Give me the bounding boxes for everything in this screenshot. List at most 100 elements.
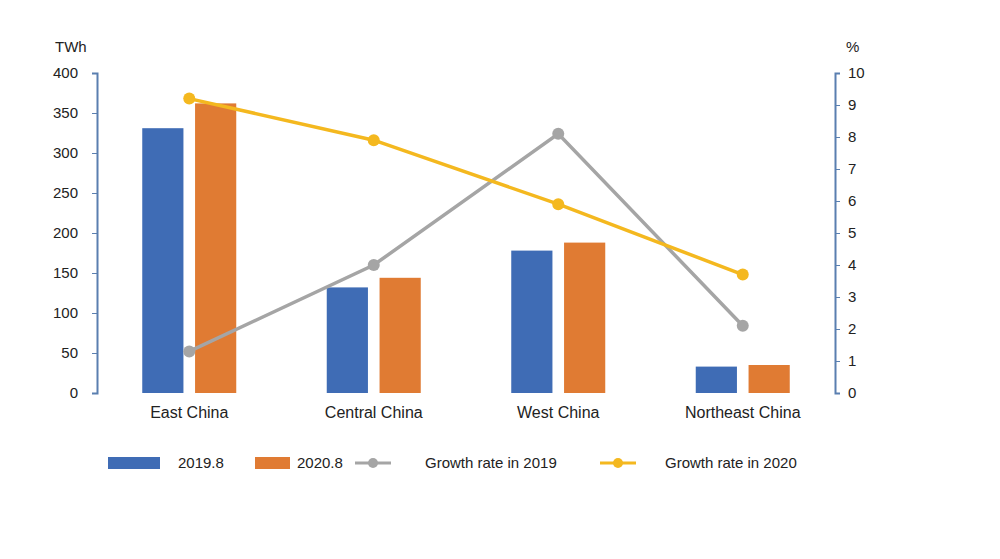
y2-tick-mark bbox=[835, 105, 840, 106]
marker bbox=[552, 198, 564, 210]
y2-tick-label: 5 bbox=[848, 224, 856, 241]
marker bbox=[183, 345, 195, 357]
y-tick-label: 100 bbox=[53, 304, 78, 321]
marker-series bbox=[183, 128, 749, 358]
x-axis: East China Central China West China Northea… bbox=[98, 393, 836, 421]
y-tick: 100 bbox=[53, 304, 97, 321]
y-tick: 250 bbox=[53, 184, 97, 201]
bar bbox=[511, 251, 552, 393]
y2-tick: 5 bbox=[835, 224, 856, 241]
y-tick: 50 bbox=[61, 344, 97, 361]
y2-tick-label: 3 bbox=[848, 288, 856, 305]
bar bbox=[142, 128, 183, 393]
y-tick-mark bbox=[92, 193, 97, 194]
y2-tick-mark bbox=[835, 137, 840, 138]
y-tick-label: 350 bbox=[53, 104, 78, 121]
y-tick-mark bbox=[92, 353, 97, 354]
y-tick: 150 bbox=[53, 264, 97, 281]
x-tick-label: East China bbox=[150, 404, 228, 421]
y2-tick: 9 bbox=[835, 96, 856, 113]
legend-marker bbox=[368, 458, 378, 468]
y2-tick-label: 10 bbox=[848, 64, 865, 81]
y-tick-mark bbox=[92, 273, 97, 274]
y2-tick: 7 bbox=[835, 160, 856, 177]
y2-tick-mark bbox=[835, 265, 840, 266]
legend-label: Growth rate in 2020 bbox=[665, 454, 797, 471]
y2-tick-mark bbox=[835, 361, 840, 362]
legend-marker bbox=[613, 458, 623, 468]
y-tick-mark bbox=[92, 393, 97, 394]
y-tick-label: 150 bbox=[53, 264, 78, 281]
marker-series bbox=[183, 93, 749, 281]
y2-tick-label: 8 bbox=[848, 128, 856, 145]
y-tick-label: 300 bbox=[53, 144, 78, 161]
y2-axis-title: % bbox=[846, 38, 859, 55]
y-axis-title: TWh bbox=[55, 38, 87, 55]
marker bbox=[368, 134, 380, 146]
line bbox=[189, 99, 743, 275]
legend-label: 2019.8 bbox=[178, 454, 224, 471]
y2-tick-mark bbox=[835, 393, 840, 394]
x-tick-label: Central China bbox=[325, 404, 423, 421]
bar bbox=[749, 365, 790, 393]
marker bbox=[552, 128, 564, 140]
y-tick-label: 400 bbox=[53, 64, 78, 81]
y2-axis-line bbox=[836, 74, 841, 394]
chart: 0 50 100 150 200 250 300 350 400 0 1 2 3 4 5 6 7 8 9 10 East… bbox=[0, 0, 1000, 559]
y-tick-mark bbox=[92, 313, 97, 314]
y2-tick-label: 0 bbox=[848, 384, 856, 401]
legend-label: 2020.8 bbox=[297, 454, 343, 471]
x-axis-line bbox=[98, 393, 836, 394]
bar bbox=[380, 278, 421, 393]
y2-tick-label: 2 bbox=[848, 320, 856, 337]
x-tick: West China bbox=[517, 393, 600, 421]
bar bbox=[564, 243, 605, 393]
y2-tick-label: 9 bbox=[848, 96, 856, 113]
x-tick: Northeast China bbox=[685, 393, 801, 421]
x-tick-label: West China bbox=[517, 404, 600, 421]
y-tick-label: 200 bbox=[53, 224, 78, 241]
y-tick-mark bbox=[92, 73, 97, 74]
y2-tick-label: 4 bbox=[848, 256, 856, 273]
bar bbox=[327, 287, 368, 393]
y2-tick: 10 bbox=[835, 64, 865, 81]
y2-tick: 8 bbox=[835, 128, 856, 145]
y2-tick: 1 bbox=[835, 352, 856, 369]
y2-axis: 0 1 2 3 4 5 6 7 8 9 10 bbox=[835, 64, 865, 401]
legend-symbol bbox=[255, 457, 290, 469]
marker bbox=[737, 269, 749, 281]
y2-tick-label: 7 bbox=[848, 160, 856, 177]
x-tick: Central China bbox=[325, 393, 423, 421]
y2-tick: 6 bbox=[835, 192, 856, 209]
y2-tick-mark bbox=[835, 297, 840, 298]
y-tick: 200 bbox=[53, 224, 97, 241]
y-tick-label: 50 bbox=[61, 344, 78, 361]
y-tick-mark bbox=[92, 233, 97, 234]
x-tick: East China bbox=[150, 393, 228, 421]
y2-tick: 0 bbox=[835, 384, 856, 401]
x-tick-label: Northeast China bbox=[685, 404, 801, 421]
y2-tick: 4 bbox=[835, 256, 856, 273]
y2-tick-mark bbox=[835, 329, 840, 330]
y-tick: 400 bbox=[53, 64, 97, 81]
marker bbox=[737, 320, 749, 332]
y2-tick-mark bbox=[835, 201, 840, 202]
y2-tick-label: 1 bbox=[848, 352, 856, 369]
marker bbox=[183, 93, 195, 105]
y2-tick-mark bbox=[835, 169, 840, 170]
y-tick-label: 0 bbox=[70, 384, 78, 401]
legend-symbol bbox=[108, 457, 160, 469]
bar bbox=[195, 103, 236, 393]
marker bbox=[368, 259, 380, 271]
legend: 2019.82020.8Growth rate in 2019Growth ra… bbox=[108, 454, 797, 471]
y-tick-label: 250 bbox=[53, 184, 78, 201]
y-tick: 350 bbox=[53, 104, 97, 121]
y2-tick-label: 6 bbox=[848, 192, 856, 209]
bar bbox=[696, 367, 737, 393]
y2-tick-mark bbox=[835, 233, 840, 234]
y-tick: 300 bbox=[53, 144, 97, 161]
y-axis: 0 50 100 150 200 250 300 350 400 bbox=[53, 64, 98, 401]
y-tick: 0 bbox=[70, 384, 97, 401]
y2-tick: 2 bbox=[835, 320, 856, 337]
plot-area bbox=[142, 93, 790, 393]
